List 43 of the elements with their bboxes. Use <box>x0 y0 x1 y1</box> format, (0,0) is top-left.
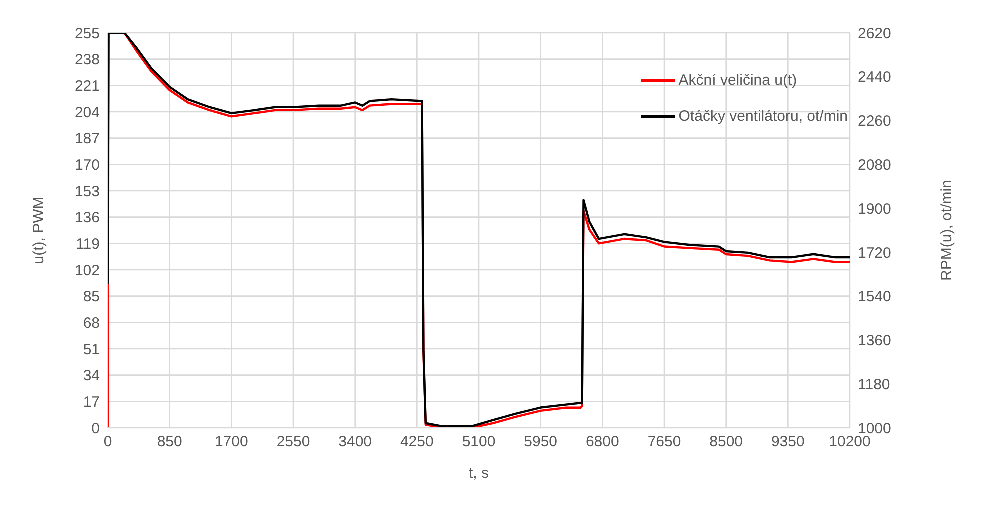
x-axis-title: t, s <box>468 465 490 482</box>
y2-tick-label: 2260 <box>858 113 892 130</box>
y2-tick-label: 1180 <box>858 376 890 394</box>
y-tick-label: 102 <box>74 262 100 280</box>
line-series <box>108 33 850 428</box>
y-tick-label: 119 <box>76 236 100 253</box>
x-tick-label: 7650 <box>648 434 682 451</box>
y-tick-label: 0 <box>92 420 100 438</box>
y-axis-title: u(t), PWM <box>30 196 48 264</box>
x-tick-label: 1700 <box>214 434 248 451</box>
y-tick-label: 153 <box>74 183 100 200</box>
x-tick-label: 6800 <box>586 434 620 451</box>
x-tick-label: 0 <box>104 434 112 451</box>
y2-tick-label: 1900 <box>858 200 892 218</box>
y-tick-label: 51 <box>83 341 100 358</box>
legend-label: Akční veličina u(t) <box>678 71 798 91</box>
y2-tick-label: 1360 <box>858 332 892 350</box>
y2-axis-title: RPM(u), ot/min <box>938 180 956 281</box>
y-tick-label: 17 <box>83 394 100 411</box>
y2-tick-label: 1540 <box>858 288 892 306</box>
x-tick-label: 5950 <box>524 434 558 451</box>
x-tick-label: 2550 <box>276 434 310 451</box>
x-tick-label: 4250 <box>400 434 434 451</box>
y-tick-label: 255 <box>74 25 100 42</box>
y2-tick-label: 2080 <box>858 156 892 174</box>
y-tick-label: 221 <box>74 78 100 95</box>
y-tick-label: 85 <box>83 288 100 306</box>
x-tick-label: 8500 <box>710 434 744 451</box>
y-tick-label: 238 <box>74 52 100 69</box>
y-tick-label: 187 <box>74 130 100 148</box>
x-tick-label: 3400 <box>338 434 372 451</box>
x-tick-label: 5100 <box>462 434 496 451</box>
y-tick-label: 136 <box>74 210 100 227</box>
y-tick-label: 204 <box>74 104 100 122</box>
y-tick-label: 68 <box>83 314 100 332</box>
y2-tick-label: 2440 <box>858 69 892 86</box>
x-tick-label: 850 <box>157 434 182 451</box>
y-tick-label: 34 <box>83 368 100 385</box>
legend-label: Otáčky ventilátoru, ot/min <box>678 107 848 127</box>
y2-tick-label: 1720 <box>858 244 892 262</box>
y2-tick-label: 2620 <box>858 25 892 42</box>
x-tick-label: 9350 <box>771 434 805 451</box>
y-tick-label: 170 <box>74 156 100 174</box>
